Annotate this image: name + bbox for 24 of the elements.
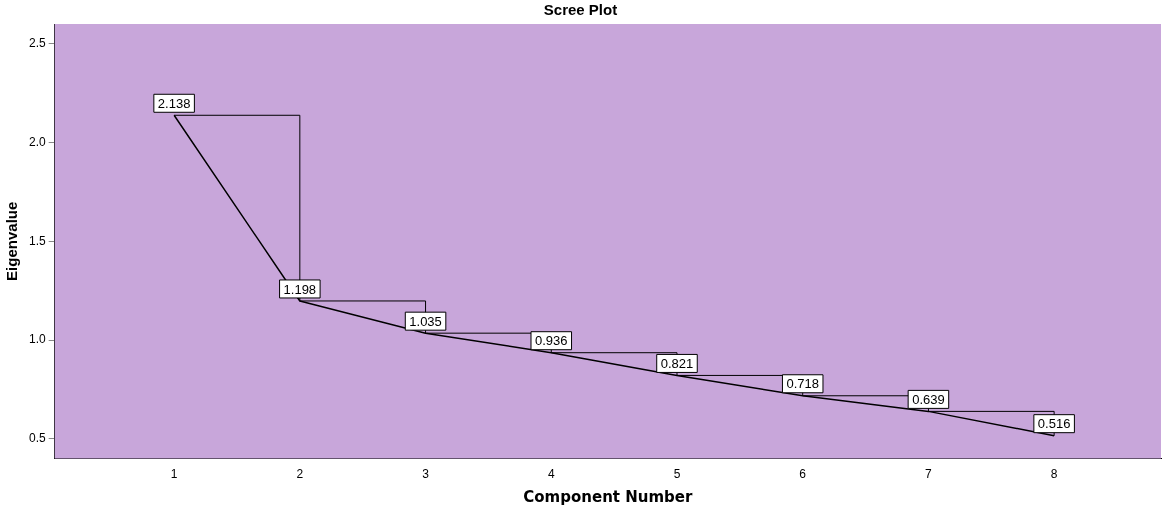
data-label: 0.516 — [1037, 416, 1071, 432]
data-label: 0.718 — [786, 376, 819, 392]
data-label: 1.035 — [409, 313, 442, 329]
data-label: 1.198 — [283, 281, 317, 297]
x-tick-label: 1 — [170, 467, 178, 482]
x-tick-label: 3 — [422, 467, 430, 482]
y-tick-label: 1.5 — [28, 233, 46, 248]
data-label: 2.138 — [157, 95, 191, 111]
y-tick-label: 2.0 — [28, 134, 46, 149]
x-axis-title: Component Number — [523, 487, 693, 506]
x-tick-label: 8 — [1050, 467, 1058, 482]
x-tick-label: 5 — [673, 467, 681, 482]
data-label: 0.639 — [912, 391, 945, 407]
y-axis-title: Eigenvalue — [3, 201, 21, 281]
data-label: 0.936 — [534, 333, 568, 349]
chart-title: Scree Plot — [543, 1, 618, 19]
y-tick-label: 0.5 — [28, 431, 46, 446]
x-tick-label: 2 — [296, 467, 304, 482]
x-tick-label: 4 — [547, 467, 555, 482]
x-tick-label: 6 — [799, 467, 807, 482]
x-tick-label: 7 — [925, 467, 933, 482]
data-label: 0.821 — [660, 356, 694, 372]
y-tick-label: 2.5 — [28, 36, 46, 51]
y-tick-label: 1.0 — [28, 332, 46, 347]
